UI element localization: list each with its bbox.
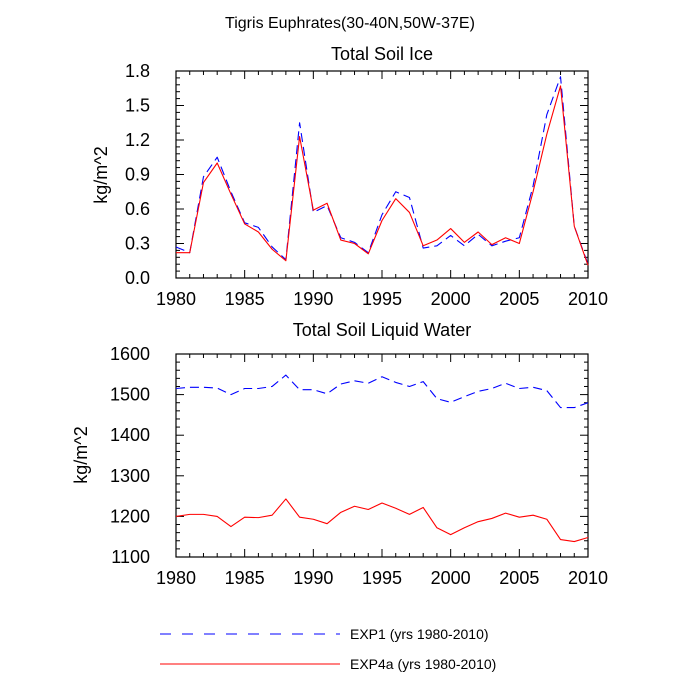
series-line-exp4a-soil-liquid-water	[175, 498, 589, 543]
series-line-exp4a-soil-ice	[176, 85, 589, 266]
y-tick-label-soil-ice: 1.8	[125, 61, 150, 81]
plot-frame-soil-liquid-water	[175, 353, 589, 558]
y-tick-label-soil-ice: 1.2	[125, 130, 150, 150]
figure-suptitle: Tigris Euphrates(30-40N,50W-37E)	[225, 15, 475, 32]
x-tick-label-soil-ice: 2000	[431, 289, 471, 309]
y-tick-label-soil-liquid-water: 1500	[110, 385, 150, 405]
panel-soil-liquid-water: Total Soil Liquid Water kg/m^2 1980 1985 1…	[71, 320, 608, 588]
plot-area-soil-liquid-water: 1980 1985 1990 1995 2000 2005 2010 1100 1200 1300…	[110, 344, 608, 588]
x-tick-label-soil-liquid-water: 2000	[431, 568, 471, 588]
series-line-exp1-soil-ice	[175, 76, 589, 265]
y-tick-label-soil-ice: 0.0	[125, 268, 150, 288]
x-tick-label-soil-liquid-water: 2010	[568, 568, 608, 588]
x-tick-label-soil-liquid-water: 1985	[225, 568, 265, 588]
y-tick-label-soil-liquid-water: 1600	[110, 344, 150, 364]
x-tick-label-soil-ice: 1980	[156, 289, 196, 309]
y-tick-label-soil-ice: 1.5	[125, 96, 150, 116]
legend-label-exp1: EXP1 (yrs 1980-2010)	[350, 626, 489, 642]
x-tick-label-soil-ice: 1985	[225, 289, 265, 309]
x-tick-label-soil-ice: 2005	[499, 289, 539, 309]
y-tick-label-soil-liquid-water: 1200	[110, 506, 150, 526]
x-tick-label-soil-ice: 1995	[362, 289, 402, 309]
panel-title-soil-liquid-water: Total Soil Liquid Water	[293, 320, 471, 340]
y-axis-label-soil-ice: kg/m^2	[91, 146, 111, 203]
x-tick-label-soil-ice: 1990	[293, 289, 333, 309]
y-tick-label-soil-ice: 0.9	[125, 165, 150, 185]
y-tick-label-soil-ice: 0.6	[125, 199, 150, 219]
series-line-exp1-soil-liquid-water	[175, 374, 589, 409]
y-tick-label-soil-liquid-water: 1100	[111, 547, 150, 567]
x-tick-label-soil-liquid-water: 1980	[156, 568, 196, 588]
legend: EXP1 (yrs 1980-2010) EXP4a (yrs 1980-201…	[160, 626, 496, 672]
y-tick-label-soil-liquid-water: 1300	[110, 466, 150, 486]
plot-frame-soil-ice	[175, 70, 589, 279]
y-axis-label-soil-liquid-water: kg/m^2	[71, 426, 91, 483]
x-tick-label-soil-liquid-water: 1990	[293, 568, 333, 588]
panel-soil-ice: Total Soil Ice kg/m^2 1980 1985 1990 1995 20…	[91, 44, 608, 309]
x-tick-label-soil-ice: 2010	[568, 289, 608, 309]
y-tick-label-soil-liquid-water: 1400	[110, 425, 150, 445]
legend-label-exp4a: EXP4a (yrs 1980-2010)	[350, 656, 496, 672]
x-tick-label-soil-liquid-water: 1995	[362, 568, 402, 588]
plot-area-soil-ice: 1980 1985 1990 1995 2000 2005 2010 0.0 0.3 0.6 0.9…	[125, 61, 608, 309]
x-tick-label-soil-liquid-water: 2005	[499, 568, 539, 588]
panel-title-soil-ice: Total Soil Ice	[331, 44, 433, 64]
y-tick-label-soil-ice: 0.3	[125, 234, 150, 254]
